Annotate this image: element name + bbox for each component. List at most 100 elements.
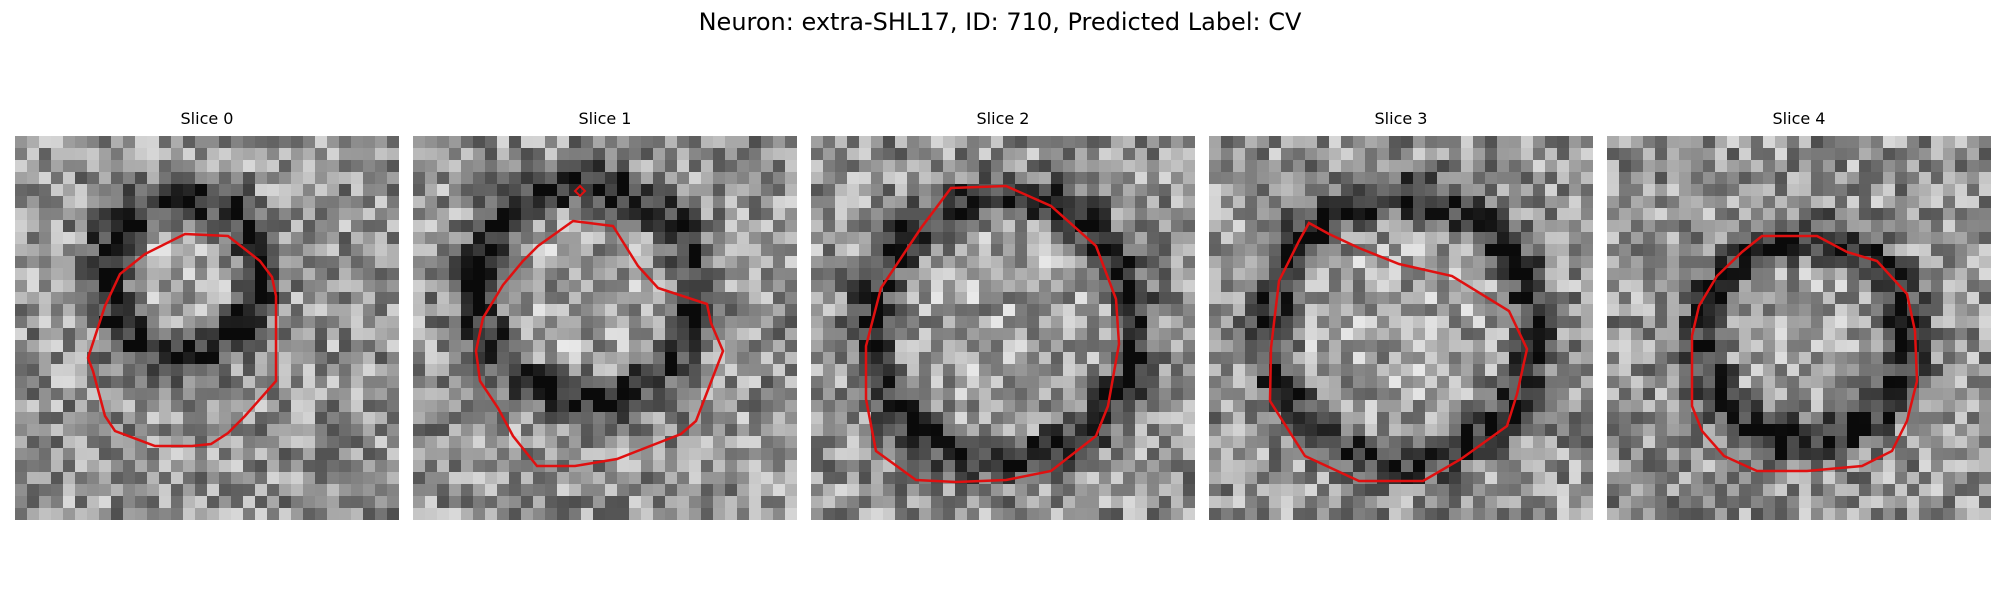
- image-pixel: [1425, 424, 1437, 436]
- image-pixel: [1245, 148, 1257, 160]
- image-pixel: [1895, 232, 1907, 244]
- image-pixel: [1787, 388, 1799, 400]
- image-pixel: [1715, 136, 1727, 148]
- image-pixel: [1051, 172, 1063, 184]
- image-pixel: [1967, 208, 1979, 220]
- image-pixel: [1859, 244, 1871, 256]
- image-pixel: [737, 340, 749, 352]
- image-pixel: [569, 172, 581, 184]
- image-pixel: [327, 292, 339, 304]
- image-pixel: [1667, 352, 1679, 364]
- image-pixel: [171, 448, 183, 460]
- image-pixel: [1521, 448, 1533, 460]
- image-pixel: [1619, 364, 1631, 376]
- image-pixel: [871, 484, 883, 496]
- image-pixel: [1099, 424, 1111, 436]
- image-pixel: [931, 316, 943, 328]
- image-pixel: [1135, 436, 1147, 448]
- image-pixel: [1027, 256, 1039, 268]
- image-pixel: [1533, 448, 1545, 460]
- image-pixel: [425, 172, 437, 184]
- image-pixel: [1967, 232, 1979, 244]
- image-pixel: [859, 196, 871, 208]
- image-pixel: [1667, 436, 1679, 448]
- image-pixel: [1607, 364, 1619, 376]
- image-pixel: [99, 460, 111, 472]
- image-pixel: [1389, 184, 1401, 196]
- image-pixel: [1353, 196, 1365, 208]
- image-pixel: [1099, 292, 1111, 304]
- image-pixel: [1449, 148, 1461, 160]
- image-pixel: [701, 232, 713, 244]
- image-pixel: [27, 184, 39, 196]
- image-pixel: [1979, 304, 1991, 316]
- image-pixel: [27, 316, 39, 328]
- image-pixel: [51, 484, 63, 496]
- image-pixel: [1449, 424, 1461, 436]
- image-pixel: [521, 472, 533, 484]
- image-pixel: [1329, 172, 1341, 184]
- image-pixel: [1075, 376, 1087, 388]
- image-pixel: [521, 424, 533, 436]
- image-pixel: [979, 400, 991, 412]
- image-pixel: [327, 484, 339, 496]
- image-pixel: [569, 328, 581, 340]
- image-pixel: [1245, 508, 1257, 520]
- image-pixel: [1943, 208, 1955, 220]
- image-pixel: [1509, 172, 1521, 184]
- image-pixel: [629, 328, 641, 340]
- image-pixel: [581, 352, 593, 364]
- image-pixel: [1643, 340, 1655, 352]
- image-pixel: [677, 184, 689, 196]
- image-pixel: [811, 268, 823, 280]
- image-pixel: [1835, 160, 1847, 172]
- image-pixel: [677, 448, 689, 460]
- image-pixel: [1039, 376, 1051, 388]
- image-pixel: [99, 424, 111, 436]
- image-pixel: [883, 376, 895, 388]
- image-pixel: [1329, 244, 1341, 256]
- image-pixel: [315, 472, 327, 484]
- image-pixel: [1269, 424, 1281, 436]
- image-pixel: [1569, 364, 1581, 376]
- image-pixel: [847, 220, 859, 232]
- image-pixel: [785, 400, 797, 412]
- image-pixel: [569, 436, 581, 448]
- image-pixel: [1111, 220, 1123, 232]
- image-pixel: [1099, 496, 1111, 508]
- image-pixel: [315, 244, 327, 256]
- image-pixel: [557, 436, 569, 448]
- image-pixel: [1485, 184, 1497, 196]
- image-pixel: [449, 244, 461, 256]
- image-pixel: [1955, 220, 1967, 232]
- image-pixel: [1751, 184, 1763, 196]
- image-pixel: [437, 460, 449, 472]
- image-pixel: [171, 352, 183, 364]
- image-pixel: [1811, 364, 1823, 376]
- image-pixel: [1245, 436, 1257, 448]
- image-pixel: [375, 364, 387, 376]
- image-pixel: [99, 280, 111, 292]
- image-pixel: [1931, 364, 1943, 376]
- image-pixel: [509, 208, 521, 220]
- image-pixel: [1293, 436, 1305, 448]
- image-pixel: [147, 256, 159, 268]
- image-pixel: [159, 196, 171, 208]
- image-pixel: [653, 196, 665, 208]
- image-pixel: [1123, 352, 1135, 364]
- image-pixel: [461, 304, 473, 316]
- image-pixel: [375, 148, 387, 160]
- image-pixel: [449, 196, 461, 208]
- image-pixel: [665, 484, 677, 496]
- image-pixel: [207, 280, 219, 292]
- image-pixel: [1497, 448, 1509, 460]
- image-pixel: [761, 484, 773, 496]
- image-pixel: [1871, 364, 1883, 376]
- image-pixel: [87, 172, 99, 184]
- image-pixel: [255, 460, 267, 472]
- image-pixel: [1703, 364, 1715, 376]
- image-pixel: [1233, 484, 1245, 496]
- image-pixel: [895, 436, 907, 448]
- image-pixel: [1631, 436, 1643, 448]
- image-pixel: [1159, 196, 1171, 208]
